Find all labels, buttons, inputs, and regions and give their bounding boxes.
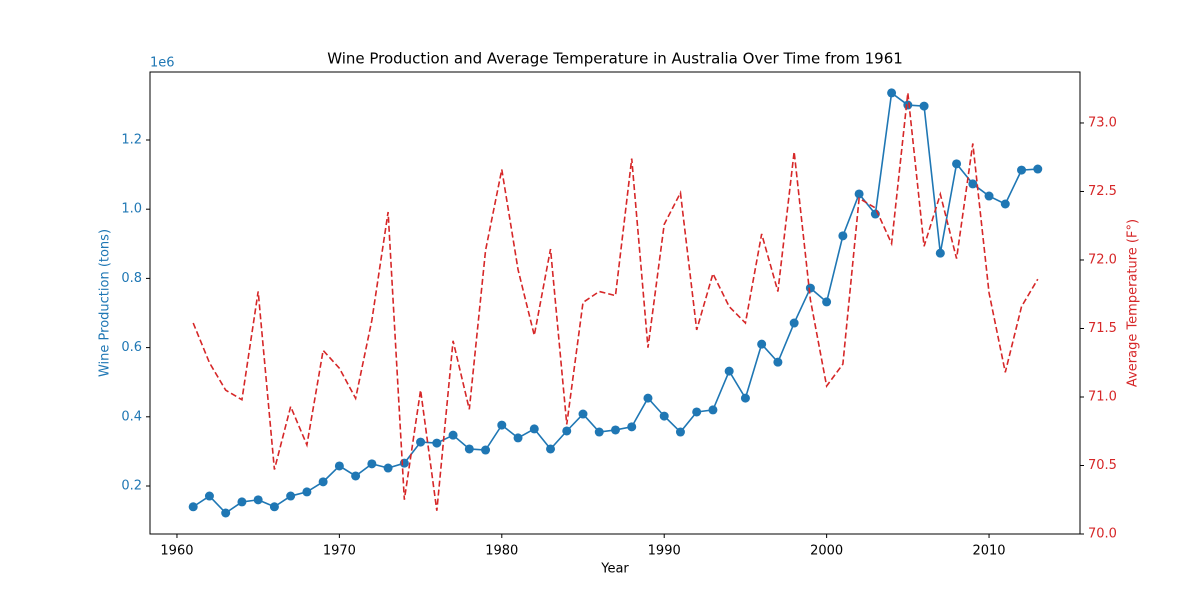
data-point <box>838 231 848 241</box>
data-point <box>529 424 539 434</box>
data-point <box>351 471 361 481</box>
data-point <box>887 88 897 98</box>
data-point <box>513 433 523 443</box>
data-point <box>692 407 702 417</box>
data-point <box>204 491 214 501</box>
data-point <box>1000 199 1010 209</box>
y-tick-label: 0.4 <box>121 409 142 424</box>
data-point <box>546 444 556 454</box>
data-point <box>1017 165 1027 175</box>
data-point <box>383 463 393 473</box>
data-point <box>935 248 945 258</box>
data-point <box>432 438 442 448</box>
data-point <box>675 427 685 437</box>
chart-title: Wine Production and Average Temperature … <box>327 50 903 68</box>
y-tick-label: 0.8 <box>121 271 142 286</box>
y-tick-label: 0.2 <box>121 479 142 494</box>
y-tick-label: 1.0 <box>121 202 142 217</box>
data-point <box>302 487 312 497</box>
data-point <box>448 430 458 440</box>
data-point <box>269 502 279 512</box>
data-point <box>757 339 767 349</box>
data-point <box>854 189 864 199</box>
data-point <box>952 159 962 169</box>
data-point <box>919 101 929 111</box>
x-axis-label: Year <box>600 562 629 577</box>
y-tick-label: 0.6 <box>121 340 142 355</box>
data-point <box>643 393 653 403</box>
data-point <box>805 283 815 293</box>
data-point <box>659 411 669 421</box>
data-point <box>399 458 409 468</box>
data-point <box>984 191 994 201</box>
y2-tick-label: 70.0 <box>1088 527 1117 542</box>
data-point <box>237 497 247 507</box>
y2-tick-label: 71.5 <box>1088 321 1117 336</box>
x-tick-label: 1980 <box>485 544 518 559</box>
data-point <box>789 318 799 328</box>
y-offset-text: 1e6 <box>150 56 175 71</box>
data-point <box>773 357 783 367</box>
data-point <box>286 491 296 501</box>
data-point <box>367 459 377 469</box>
data-point <box>1033 164 1043 174</box>
data-point <box>627 422 637 432</box>
y2-tick-label: 72.5 <box>1088 184 1117 199</box>
y2-tick-label: 73.0 <box>1088 115 1117 130</box>
data-point <box>334 461 344 471</box>
data-point <box>610 425 620 435</box>
data-point <box>822 297 832 307</box>
data-point <box>253 495 263 505</box>
y-axis-label: Wine Production (tons) <box>98 229 113 377</box>
data-point <box>497 420 507 430</box>
plot-frame <box>149 71 1081 535</box>
y2-tick-label: 72.0 <box>1088 252 1117 267</box>
data-point <box>188 502 198 512</box>
data-point <box>562 426 572 436</box>
x-tick-label: 1970 <box>323 544 356 559</box>
data-point <box>724 366 734 376</box>
x-tick-label: 1990 <box>648 544 681 559</box>
data-point <box>708 405 718 415</box>
data-point <box>594 427 604 437</box>
data-point <box>318 477 328 487</box>
y2-axis-label: Average Temperature (F°) <box>1126 219 1141 387</box>
data-point <box>968 179 978 189</box>
data-point <box>481 445 491 455</box>
x-tick-label: 2000 <box>810 544 843 559</box>
data-point <box>464 444 474 454</box>
data-point <box>416 437 426 447</box>
data-point <box>578 409 588 419</box>
x-tick-label: 2010 <box>972 544 1005 559</box>
y-tick-label: 1.2 <box>121 132 142 147</box>
x-tick-label: 1960 <box>160 544 193 559</box>
y2-tick-label: 71.0 <box>1088 389 1117 404</box>
data-point <box>740 393 750 403</box>
y2-tick-label: 70.5 <box>1088 458 1117 473</box>
data-point <box>221 508 231 518</box>
data-point <box>903 100 913 110</box>
